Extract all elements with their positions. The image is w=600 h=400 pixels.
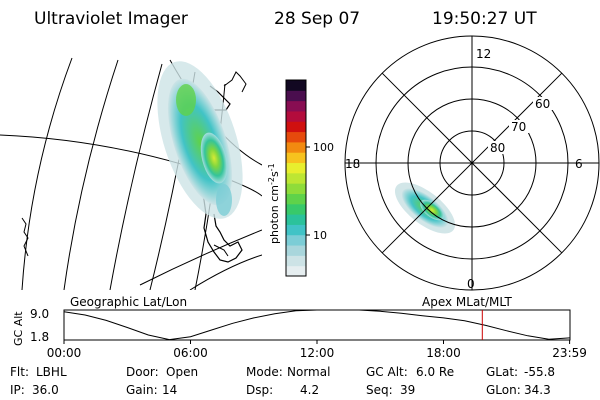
aurora-left-low [216,184,232,216]
map-coastline-3 [21,217,29,257]
map-meridian-2 [63,59,119,290]
footer-glat-value: -55.8 [524,365,555,379]
timeline-ytick-high: 9.0 [30,307,49,321]
aurora-polar [394,182,456,234]
aurora-polar-core [420,199,444,221]
timeline-xtick-label: 12:00 [300,346,335,360]
polar-lat-80: 80 [490,141,505,155]
colorbar-segment [286,214,306,225]
polar-lat-60: 60 [535,97,550,111]
aurora-left-upper [176,84,196,116]
footer-gcalt-value: 6.0 Re [416,365,454,379]
colorbar-segment [286,203,306,215]
colorbar-segment [286,141,306,153]
polar-mlt-18: 18 [345,157,360,171]
colorbar-label: photon cm-2s-1 [267,163,281,244]
map-meridian-1 [21,57,73,290]
footer-glat-key: GLat: [486,365,518,379]
aurora-left [157,61,243,219]
colorbar-segment [286,100,306,112]
header-title: Ultraviolet Imager [34,9,188,29]
footer-door-key: Door: [126,365,159,379]
timeline-xtick-label: 23:59 [552,346,587,360]
footer-gain-key: Gain: [126,383,158,397]
colorbar-label-main: photon cm [268,185,281,244]
colorbar-segment [286,255,306,267]
colorbar-label-sup2: -1 [267,163,276,171]
colorbar-tick-label-10: 10 [313,229,327,242]
polar-mlt-12: 12 [476,47,491,61]
left-panel-label: Geographic Lat/Lon [70,295,187,309]
footer-ip-key: IP: [10,383,25,397]
timeline-xticks: 00:00 06:00 12:00 18:00 23:59 [47,340,587,360]
colorbar-segment [286,162,306,174]
polar-mlt-6: 6 [575,157,583,171]
colorbar-segment [286,183,306,194]
colorbar-segment [286,193,306,205]
colorbar-segment [286,224,306,236]
colorbar-label-sup1: -2 [267,177,276,185]
colorbar-segment [286,90,306,102]
polar-panel-label: Apex MLat/MLT [422,295,512,309]
colorbar-tick-label-100: 100 [313,141,334,154]
header-date: 28 Sep 07 [274,9,360,29]
footer-dsp-key: Dsp: [246,383,273,397]
polar-lat-70: 70 [511,120,526,134]
footer-row-2: IP: 36.0 Gain: 14 Dsp: 4.2 Seq: 39 GLon:… [10,383,551,397]
footer-flt-value: LBHL [36,365,67,379]
colorbar-segment [286,131,306,143]
colorbar-label-s: s [268,171,281,177]
altitude-line [63,309,570,341]
colorbar: 100 10 photon cm-2s-1 [267,79,334,277]
footer-row-1: Flt: LBHL Door: Open Mode: Normal GC Alt… [10,365,555,379]
polar-diagonal-2 [381,72,563,254]
footer-ip-value: 36.0 [32,383,59,397]
footer-seq-key: Seq: [366,383,393,397]
footer-mode-key: Mode: [246,365,283,379]
footer-seq-value: 39 [400,383,415,397]
timeline-ytick-low: 1.8 [30,330,49,344]
header-time: 19:50:27 UT [432,9,537,29]
colorbar-segments [286,80,306,277]
footer-gcalt-key: GC Alt: [366,365,408,379]
aurora-left-core [200,132,228,184]
footer-mode-value: Normal [287,365,330,379]
timeline-ylabel: GC Alt [12,311,25,346]
colorbar-segment [286,121,306,133]
altitude-timeline: GC Alt 9.0 1.8 00:00 06:00 12:00 18:00 23:59 [12,307,587,360]
timeline-xtick-label: 06:00 [173,346,208,360]
map-meridian-3 [109,63,163,290]
colorbar-segment [286,152,306,164]
timeline-xtick-label: 00:00 [47,346,82,360]
footer-door-value: Open [166,365,198,379]
footer-glon-value: 34.3 [524,383,551,397]
colorbar-segment [286,265,306,277]
colorbar-segment [286,172,306,184]
colorbar-segment [286,234,306,246]
polar-mlt-0: 0 [467,277,475,291]
timeline-frame [63,309,571,341]
map-coastline-2 [223,71,247,93]
colorbar-segment [286,80,306,91]
colorbar-segment [286,110,306,122]
colorbar-frame [285,79,307,277]
footer-dsp-value: 4.2 [300,383,319,397]
map-parallel-3 [139,229,262,286]
map-coastline-4 [213,244,229,257]
colorbar-segment [286,245,306,256]
footer-glon-key: GLon: [486,383,521,397]
footer-flt-key: Flt: [10,365,29,379]
footer-gain-value: 14 [162,383,177,397]
timeline-xtick-label: 18:00 [426,346,461,360]
map-parallel-4 [189,254,262,290]
polar-plot: 12 18 6 0 60 70 80 [344,35,600,291]
